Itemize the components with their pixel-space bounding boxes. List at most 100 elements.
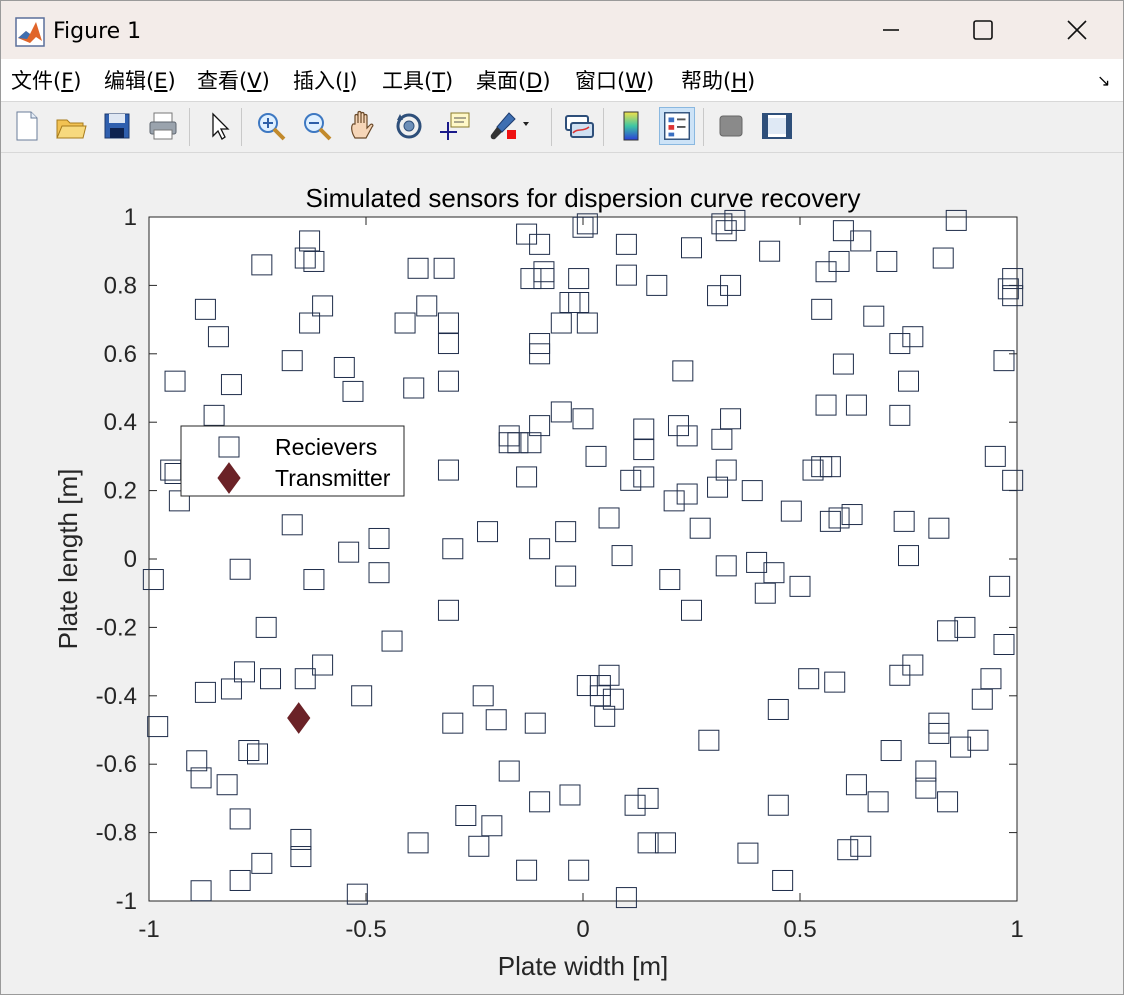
menu-window[interactable]: 窗口(W) <box>575 69 655 93</box>
receiver-marker <box>186 750 208 772</box>
pointer-button[interactable] <box>201 107 237 145</box>
receiver-marker <box>477 521 499 543</box>
close-button[interactable] <box>1031 1 1123 59</box>
menu-dock-arrow-icon[interactable]: ↘ <box>1097 73 1111 90</box>
receiver-marker <box>681 237 702 259</box>
receiver-marker <box>707 476 729 498</box>
receiver-marker <box>516 466 538 488</box>
receiver-marker <box>255 616 277 638</box>
receiver-marker <box>589 685 611 707</box>
toolbar-separator <box>189 108 190 146</box>
receiver-marker <box>915 777 937 799</box>
receiver-marker <box>147 716 169 738</box>
receiver-marker <box>845 774 867 796</box>
receiver-marker <box>633 418 655 440</box>
receiver-marker <box>229 869 251 891</box>
receiver-marker <box>437 312 459 334</box>
receiver-marker <box>585 445 607 467</box>
receiver-marker <box>368 527 390 549</box>
receiver-marker <box>568 859 590 881</box>
receiver-marker <box>338 541 360 563</box>
window-title: Figure 1 <box>53 19 142 44</box>
y-tick-label: -0.4 <box>96 683 137 710</box>
receiver-marker <box>455 805 477 826</box>
receiver-marker <box>290 828 312 850</box>
receiver-marker <box>520 432 542 454</box>
hide-plot-tools-button[interactable] <box>713 107 749 145</box>
receiver-marker <box>737 842 759 864</box>
link-plot-button[interactable] <box>561 107 597 145</box>
receiver-marker <box>294 668 316 690</box>
legend[interactable]: Recievers Transmitter <box>180 425 405 497</box>
print-button[interactable] <box>145 107 181 145</box>
receiver-marker <box>312 654 334 676</box>
receiver-marker <box>837 839 859 861</box>
zoom-in-button[interactable] <box>253 107 289 145</box>
receiver-marker <box>971 688 993 710</box>
axes-box[interactable] <box>148 216 1018 902</box>
receiver-marker <box>681 599 702 621</box>
minimize-button[interactable] <box>845 1 937 59</box>
receiver-marker <box>811 298 833 320</box>
legend-button[interactable] <box>659 107 695 145</box>
zoom-out-icon <box>304 113 332 141</box>
receiver-marker <box>529 233 551 255</box>
receiver-marker <box>238 740 260 762</box>
receiver-marker <box>247 743 268 765</box>
receiver-marker <box>260 668 282 690</box>
receiver-marker <box>950 736 972 758</box>
menu-desktop[interactable]: 桌面(D) <box>476 69 551 93</box>
receiver-marker <box>672 360 694 382</box>
maximize-button[interactable] <box>937 1 1029 59</box>
menu-file[interactable]: 文件(F) <box>11 69 82 93</box>
x-tick-label: 0 <box>576 916 589 943</box>
data-cursor-button[interactable] <box>437 107 473 145</box>
receiver-marker <box>819 510 841 532</box>
zoom-out-button[interactable] <box>299 107 335 145</box>
menu-view[interactable]: 查看(V) <box>197 69 270 93</box>
receiver-marker <box>533 268 555 290</box>
receiver-marker <box>676 483 698 505</box>
receiver-marker <box>437 459 459 481</box>
receiver-marker <box>889 404 911 426</box>
receiver-marker <box>620 469 642 491</box>
receiver-marker <box>498 432 520 454</box>
scatter-points <box>142 209 1024 909</box>
receiver-marker <box>989 575 1011 597</box>
receiver-marker <box>433 257 455 279</box>
save-button[interactable] <box>99 107 135 145</box>
colorbar-button[interactable] <box>613 107 649 145</box>
legend-label: Recievers <box>275 434 377 460</box>
receiver-marker <box>251 254 273 276</box>
show-plot-tools-button[interactable] <box>759 107 795 145</box>
receiver-marker <box>485 709 507 731</box>
menu-edit[interactable]: 编辑(E) <box>104 69 176 93</box>
y-tick-label: -0.8 <box>96 820 137 847</box>
y-tick-label: 0 <box>124 546 137 573</box>
receiver-marker <box>294 247 316 269</box>
receiver-marker <box>550 312 572 334</box>
rotate-3d-button[interactable] <box>391 107 427 145</box>
menu-help[interactable]: 帮助(H) <box>681 69 756 93</box>
plot-area: -1 -0.5 0 0.5 1 1 0.8 0.6 0.4 0.2 0 -0.2 -0.4 -0.6 -0.… <box>1 153 1123 994</box>
receiver-marker <box>498 760 520 782</box>
receiver-marker <box>863 305 885 327</box>
receiver-marker <box>845 394 867 416</box>
new-figure-button[interactable] <box>9 107 45 145</box>
minimize-icon <box>883 29 899 31</box>
open-file-button[interactable] <box>53 107 89 145</box>
receiver-marker <box>798 668 820 690</box>
receiver-marker <box>368 562 390 584</box>
hide-plot-tools-icon <box>719 115 743 137</box>
menu-insert[interactable]: 插入(I) <box>293 69 358 93</box>
receiver-marker <box>724 209 746 231</box>
receiver-marker <box>980 668 1002 690</box>
receiver-marker <box>867 791 889 813</box>
receiver-marker <box>615 233 637 255</box>
receiver-marker <box>594 705 616 727</box>
print-icon <box>149 112 177 140</box>
pan-hand-button[interactable] <box>345 107 381 145</box>
brush-button[interactable] <box>485 107 533 145</box>
menu-tools[interactable]: 工具(T) <box>382 69 454 93</box>
save-icon <box>104 113 130 139</box>
